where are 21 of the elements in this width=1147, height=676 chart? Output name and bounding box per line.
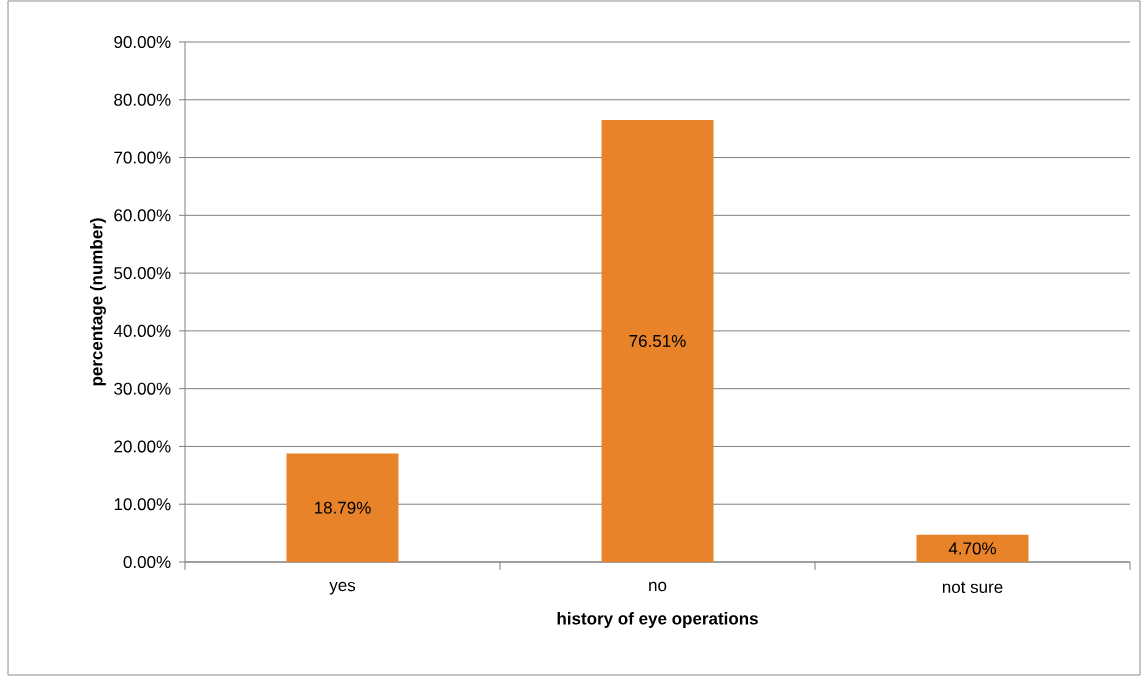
y-tick-label: 90.00% (114, 35, 171, 49)
y-tick-label: 70.00% (114, 151, 171, 164)
y-tick-label: 30.00% (114, 382, 171, 395)
data-label: 4.70% (948, 542, 996, 555)
y-tick-label: 40.00% (113, 324, 171, 337)
y-tick-label: 10.00% (114, 498, 171, 511)
x-tick-label: not sure (942, 581, 1003, 594)
y-tick-label: 50.00% (114, 267, 171, 280)
y-tick-label: 0.00% (123, 555, 171, 569)
y-tick-label: 20.00% (114, 440, 171, 453)
x-axis-title: history of eye operations (557, 612, 758, 628)
data-label: 76.51% (629, 334, 686, 347)
data-label: 18.79% (314, 501, 371, 514)
bar (601, 119, 714, 562)
x-tick-label: yes (329, 581, 356, 595)
y-axis-title: percentage (number) (90, 218, 106, 386)
x-tick-label: no (649, 581, 667, 592)
bar (916, 534, 1029, 562)
y-tick-label: 80.00% (114, 93, 171, 106)
bar (286, 453, 399, 562)
y-tick-label: 60.00% (114, 209, 171, 222)
